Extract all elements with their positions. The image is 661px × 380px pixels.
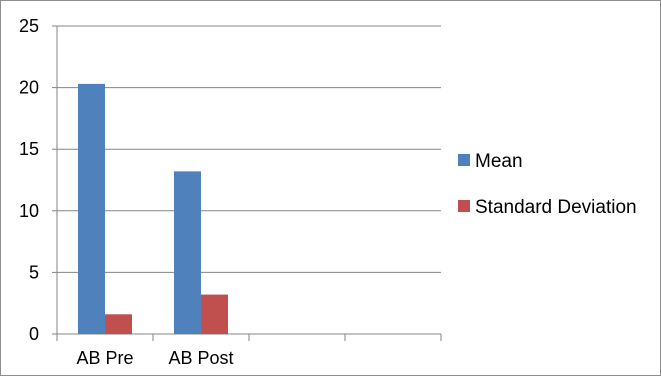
x-tick-label: AB Post	[168, 348, 233, 368]
legend-item: Standard Deviation	[458, 197, 637, 218]
y-tick-label: 5	[29, 262, 39, 282]
legend-item: Mean	[458, 151, 523, 172]
y-tick-label: 25	[19, 16, 39, 36]
legend: Mean Standard Deviation	[458, 151, 637, 218]
legend-label: Standard Deviation	[475, 197, 637, 218]
y-tick-label: 15	[19, 139, 39, 159]
bars	[78, 83, 228, 335]
legend-swatch	[458, 200, 470, 212]
axes	[52, 25, 442, 341]
y-tick-label: 20	[19, 78, 39, 98]
y-tick-label: 0	[29, 324, 39, 344]
bar-mean-1	[174, 171, 201, 334]
legend-label: Mean	[475, 151, 523, 172]
bar-standard-deviation-0	[105, 314, 132, 334]
legend-swatch	[458, 154, 470, 166]
gridlines	[57, 25, 441, 273]
x-tick-labels: AB Pre AB Post	[76, 348, 233, 368]
bar-standard-deviation-1	[201, 294, 228, 334]
y-tick-labels: 0 5 10 15 20 25	[19, 16, 39, 344]
x-tick-label: AB Pre	[76, 348, 133, 368]
bar-mean-0	[78, 83, 105, 335]
y-tick-label: 10	[19, 201, 39, 221]
